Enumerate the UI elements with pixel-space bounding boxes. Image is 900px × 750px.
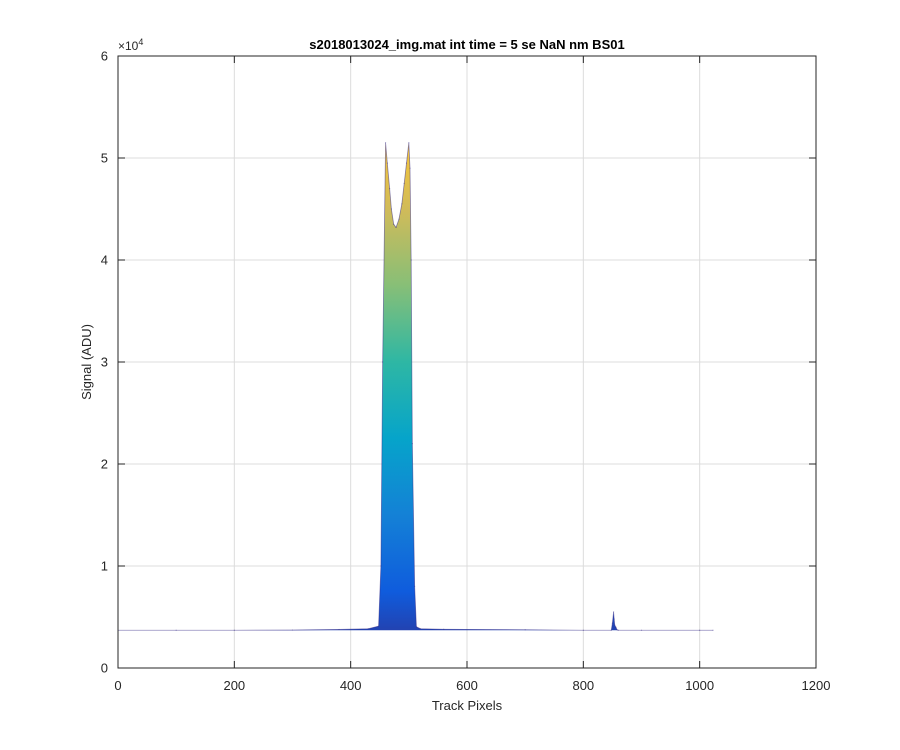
data-point	[384, 142, 387, 144]
x-tick-label: 0	[114, 678, 121, 693]
data-point	[582, 629, 584, 631]
data-point	[611, 622, 614, 624]
data-point	[614, 624, 616, 626]
y-exponent-label: ×104	[118, 37, 143, 53]
data-point	[398, 218, 400, 220]
tick-labels: 0 200 400 600 800 1000 1200 0 1 2 3 4 5 6	[101, 49, 831, 694]
data-point	[712, 629, 714, 631]
data-point	[389, 188, 391, 190]
y-tick-label: 4	[101, 253, 108, 268]
data-point	[615, 626, 617, 628]
data-point	[411, 443, 413, 445]
data-point	[640, 629, 643, 631]
signal-line	[118, 142, 714, 631]
y-tick-label: 0	[101, 661, 108, 676]
data-point	[616, 629, 618, 631]
data-point	[415, 626, 417, 628]
data-point	[401, 203, 403, 205]
data-point	[610, 629, 612, 631]
y-exponent-power: 4	[138, 37, 143, 47]
data-point	[233, 629, 235, 631]
y-axis-label: Signal (ADU)	[79, 324, 94, 400]
x-tick-label: 600	[456, 678, 478, 693]
data-point	[410, 259, 412, 261]
data-point	[382, 361, 384, 363]
data-point	[414, 585, 416, 588]
data-series	[118, 142, 714, 631]
x-tick-label: 1200	[802, 678, 831, 693]
data-point	[291, 629, 294, 631]
x-tick-label: 800	[572, 678, 594, 693]
chart-title: s2018013024_img.mat int time = 5 se NaN …	[309, 37, 624, 52]
data-point	[612, 611, 615, 613]
data-point	[377, 625, 380, 627]
axis-ticks	[117, 55, 817, 669]
y-exponent-base: ×10	[118, 39, 139, 53]
data-point	[443, 628, 445, 630]
x-tick-label: 1000	[685, 678, 714, 693]
y-tick-label: 1	[101, 559, 108, 574]
data-point	[617, 629, 619, 631]
y-tick-label: 5	[101, 151, 108, 166]
data-point	[405, 162, 408, 164]
data-point	[419, 628, 422, 630]
x-tick-label: 200	[223, 678, 245, 693]
data-point	[386, 162, 388, 164]
y-tick-label: 6	[101, 49, 108, 64]
data-point	[699, 629, 701, 631]
data-point	[390, 208, 392, 210]
data-point	[395, 226, 397, 228]
y-tick-label: 3	[101, 355, 108, 370]
data-point	[393, 223, 395, 225]
x-tick-label: 400	[340, 678, 362, 693]
data-point	[367, 628, 369, 630]
data-point	[613, 618, 615, 620]
data-point	[403, 182, 405, 185]
data-point	[175, 629, 177, 631]
data-point	[338, 628, 340, 631]
data-point	[380, 565, 382, 567]
y-tick-label: 2	[101, 457, 108, 472]
data-point	[408, 142, 410, 144]
data-point	[524, 629, 526, 631]
data-point	[409, 167, 411, 169]
grid-lines	[118, 56, 816, 668]
x-axis-label: Track Pixels	[432, 698, 503, 713]
